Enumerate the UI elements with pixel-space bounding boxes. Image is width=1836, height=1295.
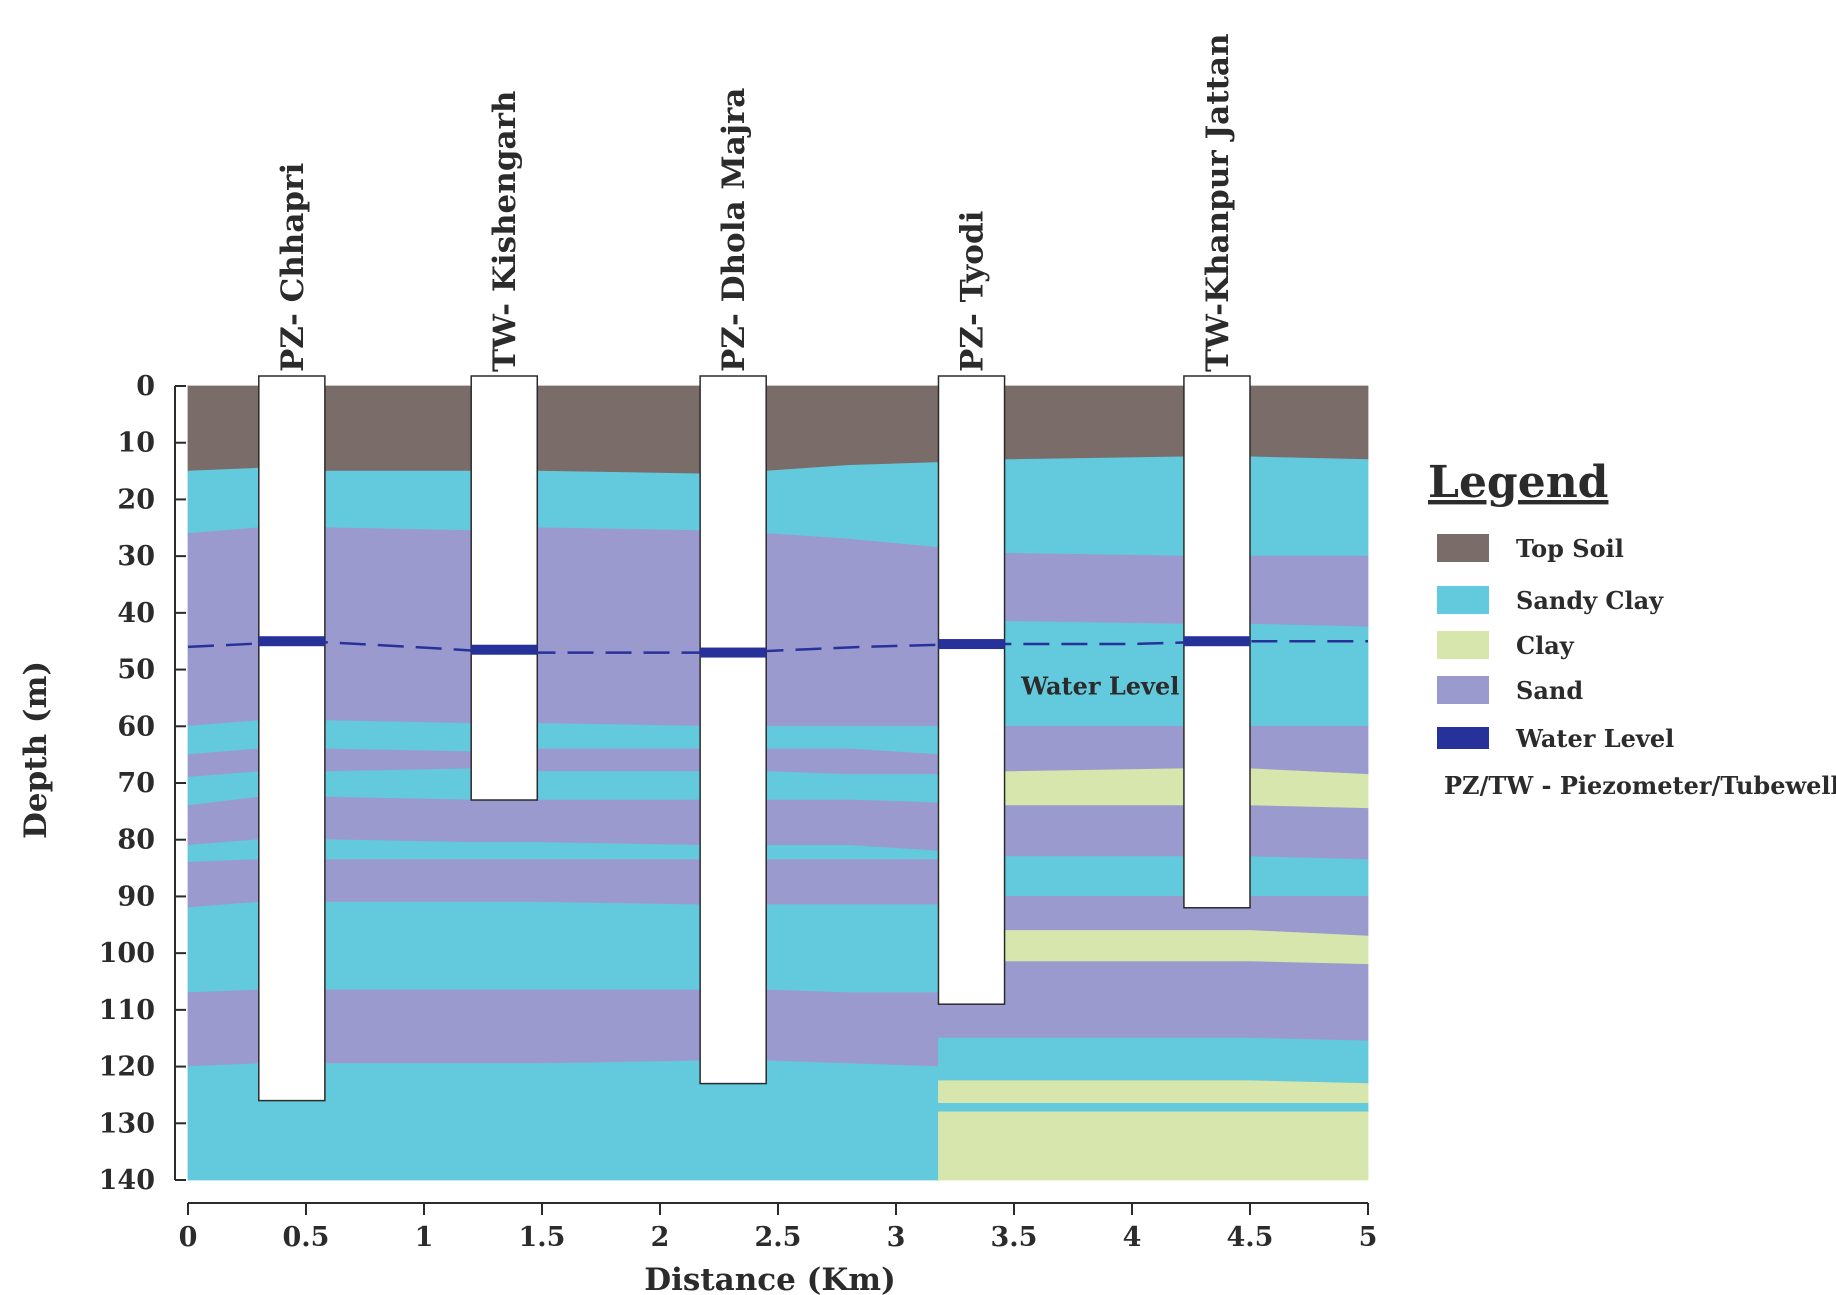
legend-swatch-clay (1437, 631, 1489, 659)
x-tick-label-3: 1.5 (519, 1222, 566, 1253)
x-tick-label-9: 4.5 (1227, 1222, 1274, 1253)
legend-label-top-soil: Top Soil (1516, 534, 1624, 563)
legend: Legend Top Soil Sandy Clay Clay Sand Water L… (1428, 457, 1836, 800)
y-tick-label-7: 70 (117, 768, 155, 799)
layer-sandy-clay-1-11 (938, 1037, 1369, 1085)
legend-swatch-sand (1437, 676, 1489, 704)
legend-items: Top Soil Sandy Clay Clay Sand Water Level (1437, 534, 1674, 753)
y-tick-label-2: 20 (117, 484, 155, 515)
y-axis-title: Depth (m) (18, 661, 54, 839)
y-tick-label-13: 130 (99, 1108, 155, 1139)
well-casing-2 (699, 375, 767, 1085)
x-axis: 0 0.5 1 1.5 2 2.5 3 3.5 4 4.5 5 (179, 1202, 1378, 1253)
legend-note: PZ/TW - Piezometer/Tubewell (1444, 771, 1836, 800)
well-label-1: TW- Kishengarh (487, 91, 523, 372)
y-tick-label-8: 80 (117, 825, 155, 856)
legend-title: Legend (1428, 457, 1608, 508)
water-level-dashed-line (187, 639, 1368, 654)
well-label-0: PZ- Chhapri (275, 163, 311, 372)
x-tick-label-6: 3 (887, 1222, 906, 1253)
legend-label-water-level: Water Level (1515, 724, 1674, 753)
well-casing-1 (470, 375, 539, 801)
well-casing-3 (937, 375, 1006, 1005)
water-level-annotation: Water Level (1020, 672, 1179, 701)
y-axis: 0 10 20 30 40 50 60 70 80 90 100 110 120 130 140 (99, 371, 186, 1196)
well-label-2: PZ- Dhola Majra (716, 88, 752, 372)
well-water-level-marker-0 (258, 636, 325, 647)
x-tick-label-4: 2 (651, 1222, 670, 1253)
x-tick-label-0: 0 (179, 1222, 198, 1253)
water-level-line (187, 639, 1368, 654)
well-label-3: PZ- Tyodi (955, 211, 991, 372)
well-water-level-marker-1 (471, 644, 538, 655)
legend-swatch-top-soil (1437, 534, 1489, 562)
layer-clay-1-14 (938, 1111, 1369, 1181)
y-tick-label-6: 60 (117, 711, 155, 742)
y-tick-label-11: 110 (99, 995, 155, 1026)
x-tick-label-1: 0.5 (283, 1222, 330, 1253)
y-tick-label-14: 140 (99, 1165, 155, 1196)
y-tick-label-4: 40 (117, 598, 155, 629)
layer-sandy-clay-1-13 (938, 1103, 1369, 1113)
x-tick-label-8: 4 (1123, 1222, 1142, 1253)
layer-clay-1-12 (938, 1080, 1369, 1104)
legend-swatch-sandy-clay (1437, 586, 1489, 614)
y-tick-label-3: 30 (117, 541, 155, 572)
legend-label-clay: Clay (1516, 631, 1575, 660)
x-tick-label-10: 5 (1359, 1222, 1378, 1253)
y-tick-label-10: 100 (99, 938, 155, 969)
well-casing-0 (258, 375, 326, 1102)
y-tick-label-12: 120 (99, 1052, 155, 1083)
y-tick-label-0: 0 (136, 371, 155, 402)
x-tick-label-2: 1 (415, 1222, 434, 1253)
y-tick-label-9: 90 (117, 881, 155, 912)
x-tick-label-7: 3.5 (991, 1222, 1038, 1253)
legend-label-sand: Sand (1516, 676, 1583, 705)
well-label-4: TW-Khanpur Jattan (1200, 33, 1236, 372)
x-tick-label-5: 2.5 (755, 1222, 802, 1253)
y-tick-label-5: 50 (117, 655, 155, 686)
legend-label-sandy-clay: Sandy Clay (1516, 586, 1664, 615)
legend-swatch-water-level (1437, 727, 1489, 749)
y-tick-label-1: 10 (117, 428, 155, 459)
x-axis-title: Distance (Km) (644, 1262, 896, 1295)
